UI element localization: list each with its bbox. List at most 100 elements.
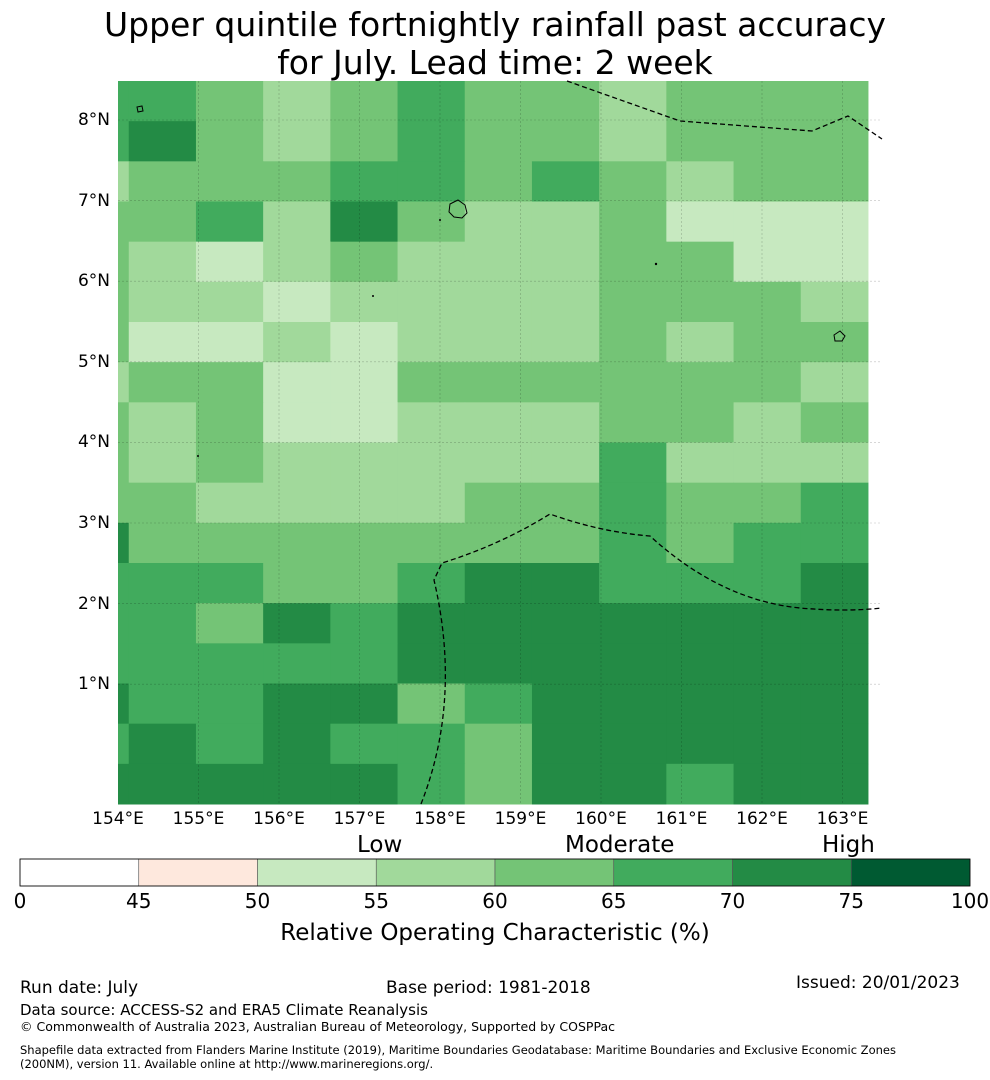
grid-cell (733, 402, 802, 443)
islet-1 (439, 219, 441, 221)
colorbar-tick-label: 50 (244, 889, 271, 913)
run-date: Run date: July (20, 978, 139, 998)
grid-cell (733, 161, 802, 202)
grid-cell (666, 763, 735, 805)
grid-cell (531, 723, 600, 765)
grid-cell (195, 442, 264, 484)
latitude-label: 2°N (77, 593, 110, 614)
level-label-moderate: Moderate (565, 832, 675, 858)
grid-cell (733, 563, 802, 604)
grid-cell (128, 161, 197, 202)
grid-cell (397, 603, 466, 644)
longitude-label: 158°E (414, 809, 466, 829)
grid-cell (128, 723, 197, 765)
grid-cell (330, 322, 399, 363)
grid-cell (118, 281, 130, 323)
grid-cell (599, 522, 667, 564)
grid-cell (733, 643, 802, 684)
grid-cell (666, 442, 735, 484)
grid-cell (666, 643, 735, 684)
colorbar-segment (19, 858, 140, 887)
colorbar-segment (850, 858, 971, 887)
grid-cell (128, 643, 197, 684)
grid-cell (263, 723, 331, 765)
grid-cell (800, 603, 869, 644)
grid-cell (464, 121, 533, 162)
colorbar-tick-label: 0 (13, 889, 27, 913)
grid-cell (195, 322, 264, 363)
grid-cell (263, 402, 331, 443)
latitude-label: 6°N (77, 271, 110, 292)
grid-cell (464, 362, 533, 403)
grid-cell (118, 723, 130, 765)
grid-cell (599, 121, 667, 162)
grid-cell (263, 322, 331, 363)
grid-cell (195, 281, 264, 323)
grid-cell (733, 322, 802, 363)
grid-cell (599, 281, 667, 323)
grid-cell (263, 161, 331, 202)
longitude-label: 155°E (172, 809, 225, 829)
longitude-label: 160°E (575, 809, 627, 829)
grid-cell (128, 763, 197, 805)
grid-cell (531, 643, 600, 684)
grid-cell (195, 723, 264, 765)
grid-cell (128, 522, 197, 564)
grid-cell (531, 763, 600, 805)
grid-cell (195, 161, 264, 202)
eez-boundary-south (420, 513, 883, 805)
latitude-label: 8°N (77, 110, 110, 130)
longitude-label: 159°E (494, 809, 547, 829)
grid-cell (733, 201, 802, 243)
grid-cell (330, 442, 399, 484)
colorbar-segment (732, 858, 852, 887)
grid-cell (800, 241, 869, 283)
grid-cell (733, 281, 802, 323)
grid-cell (464, 763, 533, 805)
longitude-label: 162°E (736, 809, 788, 829)
grid-cell (330, 121, 399, 162)
grid-cell (733, 522, 802, 564)
map-title: Upper quintile fortnightly rainfall past… (0, 6, 990, 82)
grid-cell (800, 322, 869, 363)
grid-cell (195, 81, 264, 122)
longitude-label: 163°E (816, 809, 869, 829)
colorbar-segment (257, 858, 377, 887)
grid-cell (599, 241, 667, 283)
grid-cell (531, 201, 600, 243)
grid-cell (330, 763, 399, 805)
grid-cell (531, 482, 600, 524)
latitude-label: 4°N (77, 432, 110, 453)
latitude-label: 3°N (77, 513, 110, 533)
grid-cell (464, 723, 533, 765)
grid-cell (128, 121, 197, 162)
grid-cell (733, 442, 802, 484)
grid-cell (118, 81, 130, 122)
grid-cell (195, 603, 264, 644)
grid-cell (800, 362, 869, 403)
longitude-label: 161°E (655, 809, 708, 829)
grid-cell (464, 281, 533, 323)
grid-cell (263, 201, 331, 243)
grid-cell (128, 683, 197, 725)
grid-cell (464, 201, 533, 243)
grid-cell (330, 81, 399, 122)
grid-cell (599, 161, 667, 202)
grid-cell (263, 241, 331, 283)
data-source: Data source: ACCESS-S2 and ERA5 Climate … (20, 1001, 428, 1019)
grid-cell (195, 563, 264, 604)
grid-cell (397, 362, 466, 403)
colorbar-tick-label: 70 (719, 889, 746, 913)
grid-cell (397, 402, 466, 443)
grid-cell (128, 442, 197, 484)
grid-cell (330, 643, 399, 684)
grid-cell (330, 603, 399, 644)
colorbar (19, 858, 971, 887)
grid-cell (330, 402, 399, 443)
island-kosrae (833, 330, 846, 342)
grid-cell (128, 322, 197, 363)
grid-cell (195, 683, 264, 725)
grid-cell (800, 763, 869, 805)
maritime-boundaries (420, 80, 883, 805)
